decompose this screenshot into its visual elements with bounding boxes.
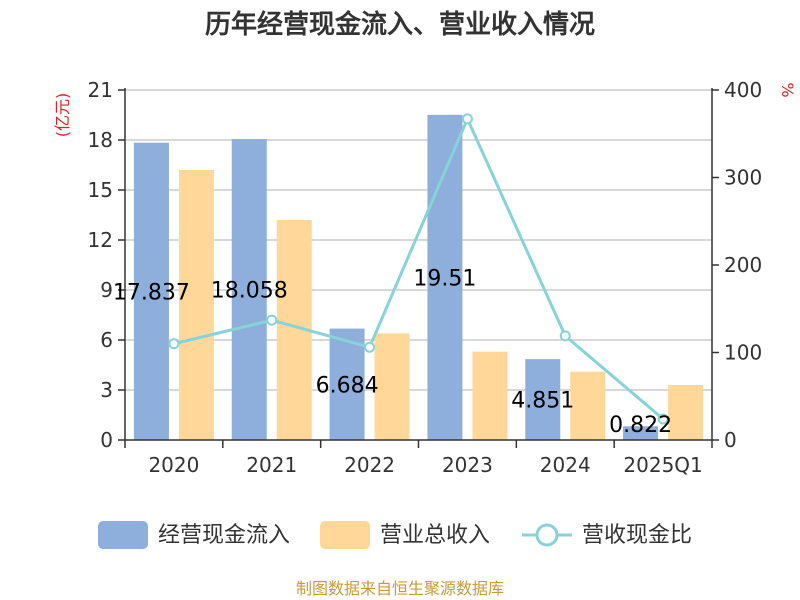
x-axis-tick-label: 2024 bbox=[540, 453, 591, 477]
legend-swatch-cash-inflow bbox=[98, 521, 148, 549]
left-axis-tick-label: 3 bbox=[100, 378, 113, 402]
legend-marker-ratio bbox=[535, 523, 559, 547]
data-labels: 17.837 18.058 6.684 19.51 4.851 0.822 bbox=[113, 266, 672, 438]
ratio-line-point bbox=[657, 413, 669, 425]
legend: 经营现金流入 营业总收入 营收现金比 bbox=[98, 521, 692, 549]
x-axis-tick-label: 2021 bbox=[246, 453, 297, 477]
bar-cash-inflow bbox=[623, 426, 659, 440]
ratio-line-point bbox=[461, 113, 473, 125]
x-axis-tick-label: 2023 bbox=[442, 453, 493, 477]
left-axis-unit: (亿元) bbox=[53, 93, 72, 138]
left-axis-tick-label: 0 bbox=[100, 428, 113, 452]
left-axis-tick-label: 12 bbox=[88, 228, 113, 252]
bar-cash-inflow bbox=[525, 359, 561, 440]
right-axis-tick-label: 100 bbox=[724, 341, 762, 365]
left-axis-tick-label: 6 bbox=[100, 328, 113, 352]
right-axis-tick-label: 300 bbox=[724, 166, 762, 190]
data-label-cash-inflow: 17.837 bbox=[113, 280, 190, 305]
bar-cash-inflow bbox=[329, 328, 365, 440]
legend-swatch-revenue bbox=[320, 521, 370, 549]
data-label-cash-inflow: 19.51 bbox=[413, 266, 476, 291]
bar-cash-inflow bbox=[231, 139, 267, 441]
left-axis-tick-label: 18 bbox=[88, 128, 113, 152]
right-axis-tick-label: 0 bbox=[724, 428, 737, 452]
x-axis-tick-label: 2022 bbox=[344, 453, 395, 477]
ratio-line-point bbox=[559, 330, 571, 342]
data-label-cash-inflow: 4.851 bbox=[511, 389, 574, 414]
grid-lines bbox=[125, 89, 712, 391]
bar-revenue bbox=[668, 385, 704, 440]
left-axis-tick-label: 9 bbox=[100, 278, 113, 302]
legend-label-ratio: 营收现金比 bbox=[582, 523, 692, 548]
bar-revenue bbox=[472, 351, 508, 440]
ratio-line bbox=[168, 113, 669, 425]
data-label-cash-inflow: 18.058 bbox=[211, 279, 288, 304]
ratio-line-path bbox=[173, 115, 665, 421]
x-axis-tick-label: 2025Q1 bbox=[623, 453, 702, 477]
data-label-cash-inflow: 6.684 bbox=[316, 373, 379, 398]
source-note: 制图数据来自恒生聚源数据库 bbox=[296, 579, 504, 598]
axes: 0 3 6 9 12 15 18 21 0 100 200 300 400 2020 2021 2022 202… bbox=[88, 78, 763, 477]
legend-label-revenue: 营业总收入 bbox=[380, 523, 490, 548]
legend-label-cash-inflow: 经营现金流入 bbox=[158, 523, 290, 548]
left-axis-tick-label: 15 bbox=[88, 178, 113, 202]
ratio-line-point bbox=[364, 341, 376, 353]
right-axis-tick-label: 200 bbox=[724, 253, 762, 277]
bar-revenue bbox=[178, 170, 214, 440]
ratio-line-point bbox=[266, 314, 278, 326]
x-axis-tick-label: 2020 bbox=[148, 453, 199, 477]
bar-cash-inflow bbox=[133, 142, 169, 440]
left-axis-tick-label: 21 bbox=[88, 78, 113, 102]
ratio-line-point bbox=[168, 338, 180, 350]
data-label-cash-inflow: 0.822 bbox=[609, 413, 672, 438]
chart-title: 历年经营现金流入、营业收入情况 bbox=[205, 9, 595, 40]
bar-revenue bbox=[374, 333, 410, 440]
right-axis-tick-label: 400 bbox=[724, 78, 762, 102]
right-axis-unit: % bbox=[778, 82, 797, 97]
bar-revenue bbox=[570, 371, 606, 440]
